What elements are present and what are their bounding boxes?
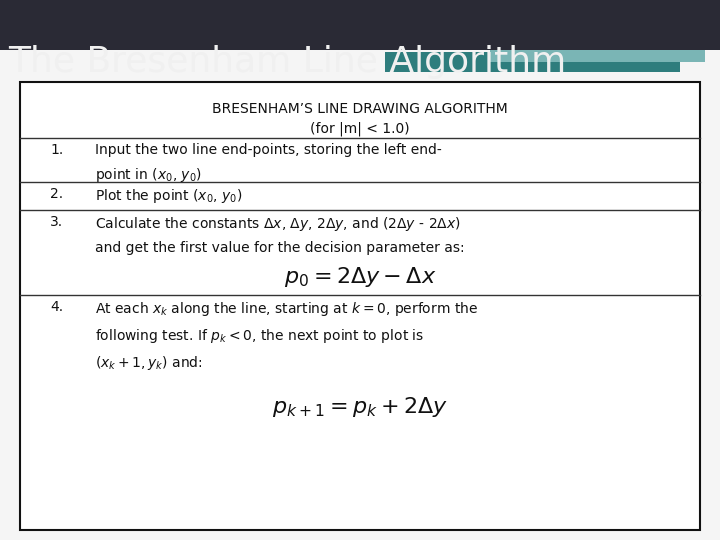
Text: $p_{k+1} = p_k + 2\Delta y$: $p_{k+1} = p_k + 2\Delta y$	[272, 395, 448, 419]
Text: 1.: 1.	[50, 143, 63, 157]
Text: The Bresenham Line Algorithm: The Bresenham Line Algorithm	[8, 45, 566, 79]
Text: (for |m| < 1.0): (for |m| < 1.0)	[310, 122, 410, 137]
Text: 3.: 3.	[50, 215, 63, 229]
Bar	[385, 52, 680, 72]
Text: 4.: 4.	[50, 300, 63, 314]
Text: 2.: 2.	[50, 187, 63, 201]
Text: $p_0 = 2\Delta y - \Delta x$: $p_0 = 2\Delta y - \Delta x$	[284, 265, 436, 289]
Bar	[20, 82, 700, 530]
Bar	[0, 0, 720, 55]
Text: Input the two line end-points, storing the left end-
point in ($x_0$, $y_0$): Input the two line end-points, storing t…	[95, 143, 442, 184]
Text: At each $x_k$ along the line, starting at $k = 0$, perform the
following test. I: At each $x_k$ along the line, starting a…	[95, 300, 478, 372]
Text: Plot the point ($x_0$, $y_0$): Plot the point ($x_0$, $y_0$)	[95, 187, 243, 205]
Bar	[490, 50, 705, 62]
Text: BRESENHAM’S LINE DRAWING ALGORITHM: BRESENHAM’S LINE DRAWING ALGORITHM	[212, 102, 508, 116]
Text: Calculate the constants $\Delta x$, $\Delta y$, $2\Delta y$, and ($2\Delta y$ - : Calculate the constants $\Delta x$, $\De…	[95, 215, 464, 255]
